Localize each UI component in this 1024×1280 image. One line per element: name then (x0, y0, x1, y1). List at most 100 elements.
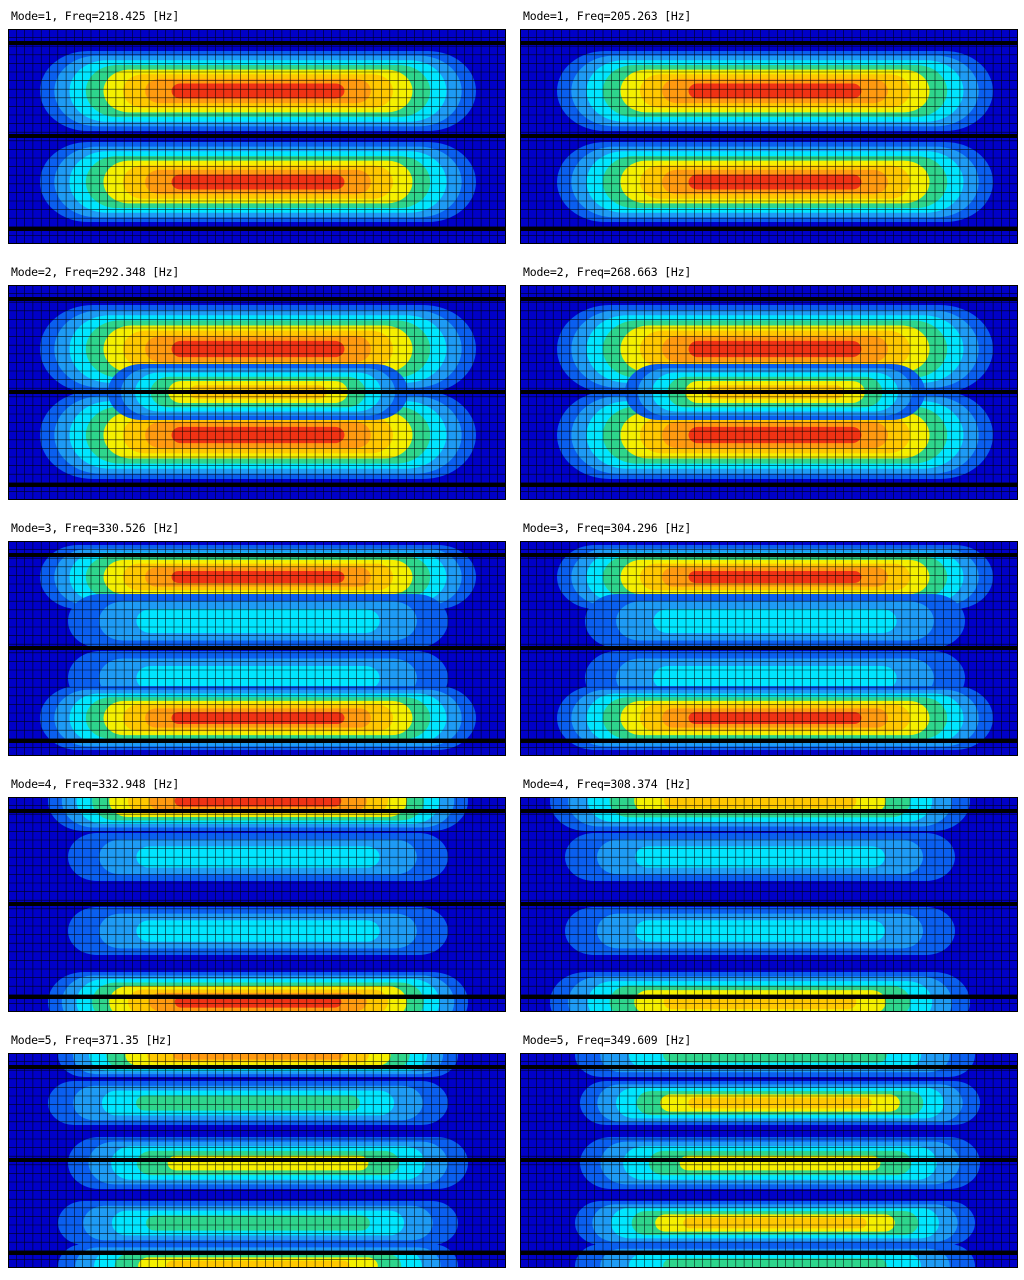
plot-frame (520, 1053, 1018, 1268)
panel-title: Mode=1, Freq=218.425 [Hz] (11, 9, 180, 23)
stiffener-line (520, 1251, 1018, 1255)
plot-frame (520, 285, 1018, 500)
mode-panel: Mode=4, Freq=308.374 [Hz] (512, 768, 1024, 1024)
fe-mesh (520, 541, 1018, 756)
stiffener-line (520, 739, 1018, 743)
mode-shape-plot (520, 285, 1018, 500)
contour-band (171, 83, 345, 99)
stiffener-line (520, 390, 1018, 394)
contour-band (688, 83, 862, 99)
panel-title: Mode=5, Freq=349.609 [Hz] (523, 1033, 692, 1047)
stiffener-line (8, 227, 506, 231)
contour-band (174, 996, 342, 1008)
stiffener-line (520, 995, 1018, 999)
contour-band (663, 1053, 887, 1063)
contour-band (683, 1217, 867, 1229)
panel-title: Mode=3, Freq=304.296 [Hz] (523, 521, 692, 535)
stiffener-line (8, 390, 506, 394)
mode-shape-plot (8, 541, 506, 756)
panel-title: Mode=4, Freq=308.374 [Hz] (523, 777, 692, 791)
stiffener-line (8, 902, 506, 906)
contour-band (171, 571, 345, 583)
mode-panel: Mode=3, Freq=330.526 [Hz] (0, 512, 512, 768)
stiffener-line (8, 553, 506, 557)
panel-title: Mode=4, Freq=332.948 [Hz] (11, 777, 180, 791)
panel-title: Mode=3, Freq=330.526 [Hz] (11, 521, 180, 535)
stiffener-line (8, 297, 506, 301)
stiffener-line (520, 553, 1018, 557)
plot-frame (520, 541, 1018, 756)
stiffener-line (8, 134, 506, 138)
fe-mesh (520, 29, 1018, 244)
mode-shape-plot (8, 797, 506, 1012)
contour-band (136, 920, 380, 942)
mode-shape-plot (520, 541, 1018, 756)
stiffener-line (8, 483, 506, 487)
stiffener-line (8, 1251, 506, 1255)
contour-band (171, 340, 345, 358)
contour-band (688, 174, 862, 190)
fe-mesh (8, 1053, 506, 1268)
mode-shape-plot (8, 1053, 506, 1268)
plot-frame (8, 541, 506, 756)
stiffener-line (520, 41, 1018, 45)
contour-band (635, 920, 885, 942)
contour-band (167, 1155, 369, 1171)
contour-band (174, 797, 342, 807)
plot-frame (8, 29, 506, 244)
stiffener-line (520, 227, 1018, 231)
stiffener-line (520, 1158, 1018, 1162)
contour-band (663, 797, 857, 809)
stiffener-line (520, 902, 1018, 906)
contour-band (663, 1258, 887, 1268)
stiffener-line (520, 297, 1018, 301)
mode-panel: Mode=3, Freq=304.296 [Hz] (512, 512, 1024, 768)
contour-band (146, 1215, 370, 1231)
plot-frame (520, 29, 1018, 244)
stiffener-line (520, 1065, 1018, 1069)
contour-band (679, 1155, 881, 1171)
contour-band (136, 666, 380, 690)
mode-panel: Mode=1, Freq=205.263 [Hz] (512, 0, 1024, 256)
contour-band (136, 609, 380, 633)
stiffener-line (520, 134, 1018, 138)
panel-title: Mode=2, Freq=268.663 [Hz] (523, 265, 692, 279)
contour-band (688, 712, 862, 724)
stiffener-line (8, 1158, 506, 1162)
stiffener-line (8, 646, 506, 650)
mode-panel: Mode=5, Freq=349.609 [Hz] (512, 1024, 1024, 1280)
stiffener-line (520, 483, 1018, 487)
contour-band (166, 1260, 350, 1268)
plot-frame (8, 1053, 506, 1268)
contour-band (653, 666, 897, 690)
mode-panel: Mode=4, Freq=332.948 [Hz] (0, 768, 512, 1024)
mode-panel: Mode=2, Freq=292.348 [Hz] (0, 256, 512, 512)
mode-shape-plot (520, 1053, 1018, 1268)
stiffener-line (520, 646, 1018, 650)
stiffener-line (8, 809, 506, 813)
stiffener-line (8, 1065, 506, 1069)
contour-band (136, 1095, 360, 1111)
mode-shape-plot (8, 29, 506, 244)
mode-shape-plot (8, 285, 506, 500)
mode-shape-plot (520, 797, 1018, 1012)
contour-band (171, 712, 345, 724)
contour-band (688, 571, 862, 583)
stiffener-line (8, 995, 506, 999)
plot-frame (520, 797, 1018, 1012)
mode-panel: Mode=5, Freq=371.35 [Hz] (0, 1024, 512, 1280)
mode-shape-plot (520, 29, 1018, 244)
contour-band (171, 174, 345, 190)
mode-panel: Mode=2, Freq=268.663 [Hz] (512, 256, 1024, 512)
contour-band (688, 1097, 872, 1109)
stiffener-line (520, 809, 1018, 813)
fe-mesh (520, 797, 1018, 1012)
stiffener-line (8, 41, 506, 45)
panel-title: Mode=1, Freq=205.263 [Hz] (523, 9, 692, 23)
plot-frame (8, 285, 506, 500)
panel-title: Mode=2, Freq=292.348 [Hz] (11, 265, 180, 279)
stiffener-line (8, 739, 506, 743)
plot-frame (8, 797, 506, 1012)
contour-band (171, 426, 345, 444)
